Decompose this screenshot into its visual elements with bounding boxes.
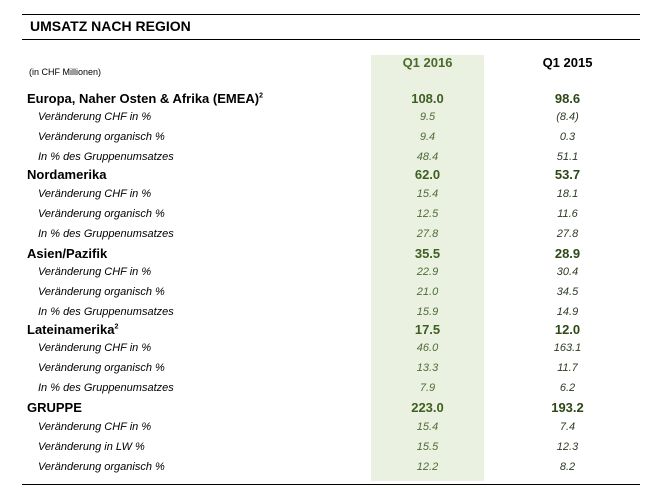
value-q1-2015: 27.8 [556, 228, 579, 240]
value-q1-2015: 163.1 [553, 342, 582, 354]
row-label: Nordamerika [27, 167, 106, 182]
row-label-text: Veränderung in LW % [38, 441, 145, 453]
value-q1-2015: 98.6 [554, 91, 581, 106]
value-q1-2016: 7.9 [419, 382, 436, 394]
value-q1-2016: 35.5 [414, 246, 441, 261]
row-label-text: Veränderung CHF in % [38, 111, 152, 123]
value-q1-2015: 18.1 [556, 188, 579, 200]
value-q1-2016: 46.0 [416, 342, 439, 354]
row-label: Veränderung in LW % [38, 441, 145, 453]
row-label-text: In % des Gruppenumsatzes [38, 228, 174, 240]
value-q1-2015: 6.2 [559, 382, 576, 394]
value-q1-2015: 7.4 [559, 421, 576, 433]
value-q1-2015: 193.2 [551, 400, 584, 415]
value-q1-2015: 11.6 [557, 208, 578, 220]
value-q1-2016: 15.4 [416, 421, 439, 433]
row-label: Lateinamerika2 [27, 322, 118, 337]
row-label: Veränderung CHF in % [38, 188, 151, 200]
row-label-text: In % des Gruppenumsatzes [38, 382, 174, 394]
row-label-text: Veränderung organisch % [38, 362, 165, 374]
row-label-text: Nordamerika [27, 167, 107, 182]
row-label: Veränderung organisch % [38, 208, 165, 220]
column-header-q1-2016: Q1 2016 [402, 55, 453, 70]
row-label: Veränderung organisch % [38, 131, 165, 143]
value-q1-2015: 11.7 [557, 362, 578, 374]
value-q1-2016: 13.3 [416, 362, 439, 374]
row-label: Veränderung CHF in % [38, 342, 151, 354]
q1-2016-highlight-column [371, 55, 484, 481]
value-q1-2015: 12.0 [554, 322, 581, 337]
row-label: Veränderung CHF in % [38, 111, 151, 123]
row-label: Veränderung organisch % [38, 286, 165, 298]
footnote-marker: 2 [114, 323, 119, 331]
value-q1-2016: 17.5 [414, 322, 441, 337]
value-q1-2016: 21.0 [416, 286, 439, 298]
title-bar: UMSATZ NACH REGION [22, 14, 640, 40]
row-label-text: Veränderung organisch % [38, 461, 165, 473]
row-label: In % des Gruppenumsatzes [38, 151, 174, 163]
value-q1-2016: 22.9 [416, 266, 439, 278]
value-q1-2016: 15.5 [416, 441, 439, 453]
value-q1-2015: 28.9 [554, 246, 581, 261]
value-q1-2016: 9.5 [419, 111, 436, 123]
row-label-text: GRUPPE [27, 400, 82, 415]
row-label-text: Veränderung CHF in % [38, 342, 152, 354]
value-q1-2016: 15.4 [416, 188, 439, 200]
column-header-q1-2015: Q1 2015 [542, 55, 593, 70]
row-label-text: Veränderung CHF in % [38, 266, 152, 278]
value-q1-2016: 223.0 [411, 400, 444, 415]
value-q1-2015: 12.3 [556, 441, 579, 453]
value-q1-2015: (8.4) [556, 111, 579, 123]
value-q1-2016: 27.8 [416, 228, 439, 240]
row-label: In % des Gruppenumsatzes [38, 306, 174, 318]
value-q1-2016: 12.2 [416, 461, 439, 473]
row-label: Asien/Pazifik [27, 246, 107, 261]
unit-note: (in CHF Millionen) [29, 67, 102, 77]
row-label: Europa, Naher Osten & Afrika (EMEA)2 [27, 91, 263, 106]
row-label: Veränderung organisch % [38, 362, 165, 374]
row-label-text: Veränderung organisch % [38, 131, 165, 143]
value-q1-2016: 15.9 [416, 306, 439, 318]
row-label-text: In % des Gruppenumsatzes [38, 306, 174, 318]
row-label-text: Europa, Naher Osten & Afrika (EMEA) [27, 91, 260, 106]
row-label: Veränderung CHF in % [38, 421, 151, 433]
row-label-text: Lateinamerika [27, 322, 115, 337]
table-title: UMSATZ NACH REGION [30, 18, 191, 34]
value-q1-2015: 8.2 [559, 461, 576, 473]
value-q1-2015: 14.9 [556, 306, 579, 318]
value-q1-2015: 34.5 [556, 286, 579, 298]
value-q1-2016: 48.4 [416, 151, 439, 163]
value-q1-2015: 0.3 [559, 131, 576, 143]
row-label-text: Veränderung organisch % [38, 208, 165, 220]
bottom-rule [22, 484, 640, 485]
row-label: In % des Gruppenumsatzes [38, 228, 174, 240]
value-q1-2016: 9.4 [419, 131, 436, 143]
value-q1-2015: 53.7 [554, 167, 581, 182]
row-label: Veränderung CHF in % [38, 266, 151, 278]
row-label-text: Veränderung CHF in % [38, 188, 152, 200]
footnote-marker: 2 [259, 92, 264, 100]
row-label-text: In % des Gruppenumsatzes [38, 151, 174, 163]
row-label-text: Veränderung CHF in % [38, 421, 152, 433]
row-label-text: Asien/Pazifik [27, 246, 108, 261]
row-label: GRUPPE [27, 400, 82, 415]
value-q1-2016: 12.5 [416, 208, 439, 220]
row-label-text: Veränderung organisch % [38, 286, 165, 298]
value-q1-2016: 108.0 [411, 91, 444, 106]
value-q1-2016: 62.0 [414, 167, 441, 182]
row-label: Veränderung organisch % [38, 461, 165, 473]
row-label: In % des Gruppenumsatzes [38, 382, 174, 394]
value-q1-2015: 51.1 [556, 151, 579, 163]
value-q1-2015: 30.4 [556, 266, 579, 278]
